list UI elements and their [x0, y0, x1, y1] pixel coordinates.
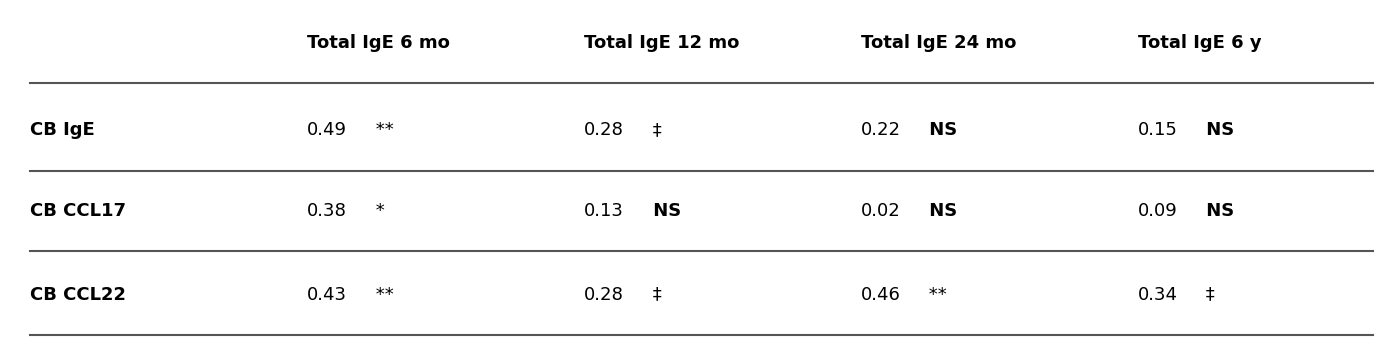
Text: 0.13: 0.13	[584, 202, 624, 220]
Text: 0.49: 0.49	[307, 121, 348, 139]
Text: NS: NS	[1201, 202, 1234, 220]
Text: NS: NS	[923, 202, 958, 220]
Text: 0.28: 0.28	[584, 286, 624, 303]
Text: 0.09: 0.09	[1138, 202, 1177, 220]
Text: NS: NS	[646, 202, 681, 220]
Text: 0.43: 0.43	[307, 286, 348, 303]
Text: ‡: ‡	[646, 121, 662, 139]
Text: Total IgE 6 mo: Total IgE 6 mo	[307, 34, 450, 52]
Text: NS: NS	[923, 121, 958, 139]
Text: Total IgE 12 mo: Total IgE 12 mo	[584, 34, 739, 52]
Text: **: **	[370, 121, 393, 139]
Text: 0.22: 0.22	[862, 121, 901, 139]
Text: 0.02: 0.02	[862, 202, 901, 220]
Text: 0.15: 0.15	[1138, 121, 1177, 139]
Text: NS: NS	[1201, 121, 1234, 139]
Text: ‡: ‡	[646, 286, 662, 303]
Text: *: *	[370, 202, 385, 220]
Text: CB IgE: CB IgE	[31, 121, 96, 139]
Text: CB CCL17: CB CCL17	[31, 202, 126, 220]
Text: Total IgE 24 mo: Total IgE 24 mo	[862, 34, 1016, 52]
Text: 0.28: 0.28	[584, 121, 624, 139]
Text: 0.38: 0.38	[307, 202, 348, 220]
Text: ‡: ‡	[1201, 286, 1215, 303]
Text: CB CCL22: CB CCL22	[31, 286, 126, 303]
Text: **: **	[370, 286, 393, 303]
Text: **: **	[923, 286, 947, 303]
Text: 0.46: 0.46	[862, 286, 901, 303]
Text: 0.34: 0.34	[1138, 286, 1177, 303]
Text: Total IgE 6 y: Total IgE 6 y	[1138, 34, 1262, 52]
